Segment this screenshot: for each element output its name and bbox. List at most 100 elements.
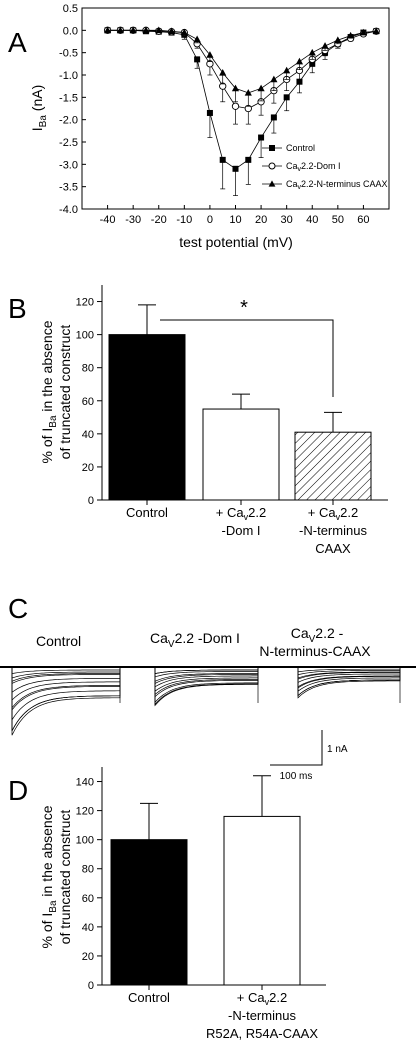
y-tick-label: 20 [82,951,94,963]
y-tick-label: 80 [82,363,94,375]
triangle-marker [308,48,316,56]
square-marker [194,56,201,63]
current-trace [11,667,121,731]
y-tick-label: 0 [88,980,94,992]
current-trace [11,667,121,711]
square-marker [232,165,239,172]
current-trace [154,667,259,688]
square-marker [270,114,277,121]
category-label: CAAX [315,541,351,556]
panel-label-c: C [8,593,28,624]
triangle-marker [334,36,342,43]
trace-families [11,667,401,736]
panel-a-x-ticks: -40 -30 -20 -10 0 10 20 30 40 50 60 [100,205,390,226]
current-trace [154,667,259,704]
y-tick-label: -1.5 [59,92,78,104]
triangle-marker [244,89,252,96]
current-trace [297,667,401,697]
y-tick-label: 0 [88,495,94,507]
panel-label-a: A [8,27,27,58]
panel-a-iv-chart: 0.5 0.0 -0.5 -1.0 -1.5 -2.0 -2.5 -3.0 -3.5 -4.0 -… [29,3,390,250]
panel-b-category-labels: Control + Cav2.2-Dom I+ Cav2.2-N-terminus… [126,505,367,556]
legend-label: Control [286,143,315,153]
current-trace [297,667,401,676]
category-label: + Cav2.2 [216,505,266,522]
y-tick-label: -3.5 [59,182,78,194]
current-trace [297,667,401,688]
triangle-marker [283,66,291,74]
current-trace [11,667,121,709]
panel-c-current-traces: Control CaV2.2 -Dom I CaV2.2 - N-terminu… [0,625,416,782]
x-tick-label: 0 [207,214,213,226]
current-trace [297,667,401,683]
y-tick-label: 100 [76,330,94,342]
triangle-marker [116,26,124,34]
x-tick-label: 50 [332,214,344,226]
current-trace [297,667,401,699]
current-trace [297,667,401,679]
x-tick-label: 20 [255,214,267,226]
panel-a-series [103,26,380,196]
current-trace [154,667,259,696]
x-tick-label: -40 [100,214,116,226]
category-label: + Cav2.2 [308,505,358,522]
series-line [107,29,377,109]
y-tick-label: 100 [76,835,94,847]
significance-bracket-line [160,319,334,397]
panel-d-category-labels: Control + Cav2.2-N-terminus R52A, R54A-CAA… [128,990,318,1041]
current-trace [154,667,259,706]
square-marker [245,156,252,163]
panel-b-y-axis-label-line2: of truncated construct [57,325,73,460]
y-tick-label: -1.0 [59,70,78,82]
bar-B-0 [108,334,186,501]
trace-label-dom-i: CaV2.2 -Dom I [150,630,240,650]
triangle-marker [270,75,278,83]
category-label: -N-terminus [299,523,367,538]
current-trace [297,667,401,673]
current-trace [11,667,121,701]
triangle-marker [219,68,227,76]
current-trace [11,667,121,679]
legend-label: Cav2.2-Dom I [286,161,341,173]
legend-triangle-marker [268,180,276,187]
trace-label-control: Control [36,633,81,649]
y-tick-label: 120 [76,806,94,818]
current-trace [11,667,121,736]
legend-label: Cav2.2-N-terminus CAAX [286,179,388,191]
triangle-marker [359,28,368,36]
current-trace [154,667,259,692]
panel-d-bars [110,775,301,986]
y-tick-label: 120 [76,297,94,309]
category-label: R52A, R54A-CAAX [206,1026,318,1041]
triangle-marker [193,35,201,43]
panel-d-bar-chart: 0 20 40 60 80 100 120 140 Control + Cav2.2-N-ter… [39,767,326,1041]
x-tick-label: -20 [151,214,167,226]
series-line [107,29,377,94]
y-tick-label: 40 [82,922,94,934]
legend-square-marker [269,145,275,151]
current-trace [11,667,121,693]
panel-d-y-axis-label-line2: of truncated construct [57,810,73,945]
y-tick-label: 60 [82,396,94,408]
x-tick-label: -10 [176,214,192,226]
category-label: + Cav2.2 [237,990,287,1007]
y-tick-label: 20 [82,462,94,474]
square-marker [206,109,213,116]
current-trace [11,667,121,675]
significance-asterisk: * [240,297,248,319]
panel-a-x-axis-label: test potential (mV) [179,234,293,250]
y-tick-label: 140 [76,777,94,789]
panel-d-y-axis-label-line1: % of IBa in the absence [39,805,59,948]
trace-label-n-terminus-caax-line1: CaV2.2 - [291,625,344,645]
series-line [107,29,377,170]
circle-marker [231,102,240,110]
y-tick-label: -2.0 [59,115,78,127]
panel-b-y-axis-label-line1: % of IBa in the absence [39,320,59,463]
category-label: Control [126,505,168,520]
bar-B-1 [202,408,280,501]
y-tick-label: 80 [82,864,94,876]
triangle-marker [347,31,355,39]
panel-label-d: D [8,775,28,806]
